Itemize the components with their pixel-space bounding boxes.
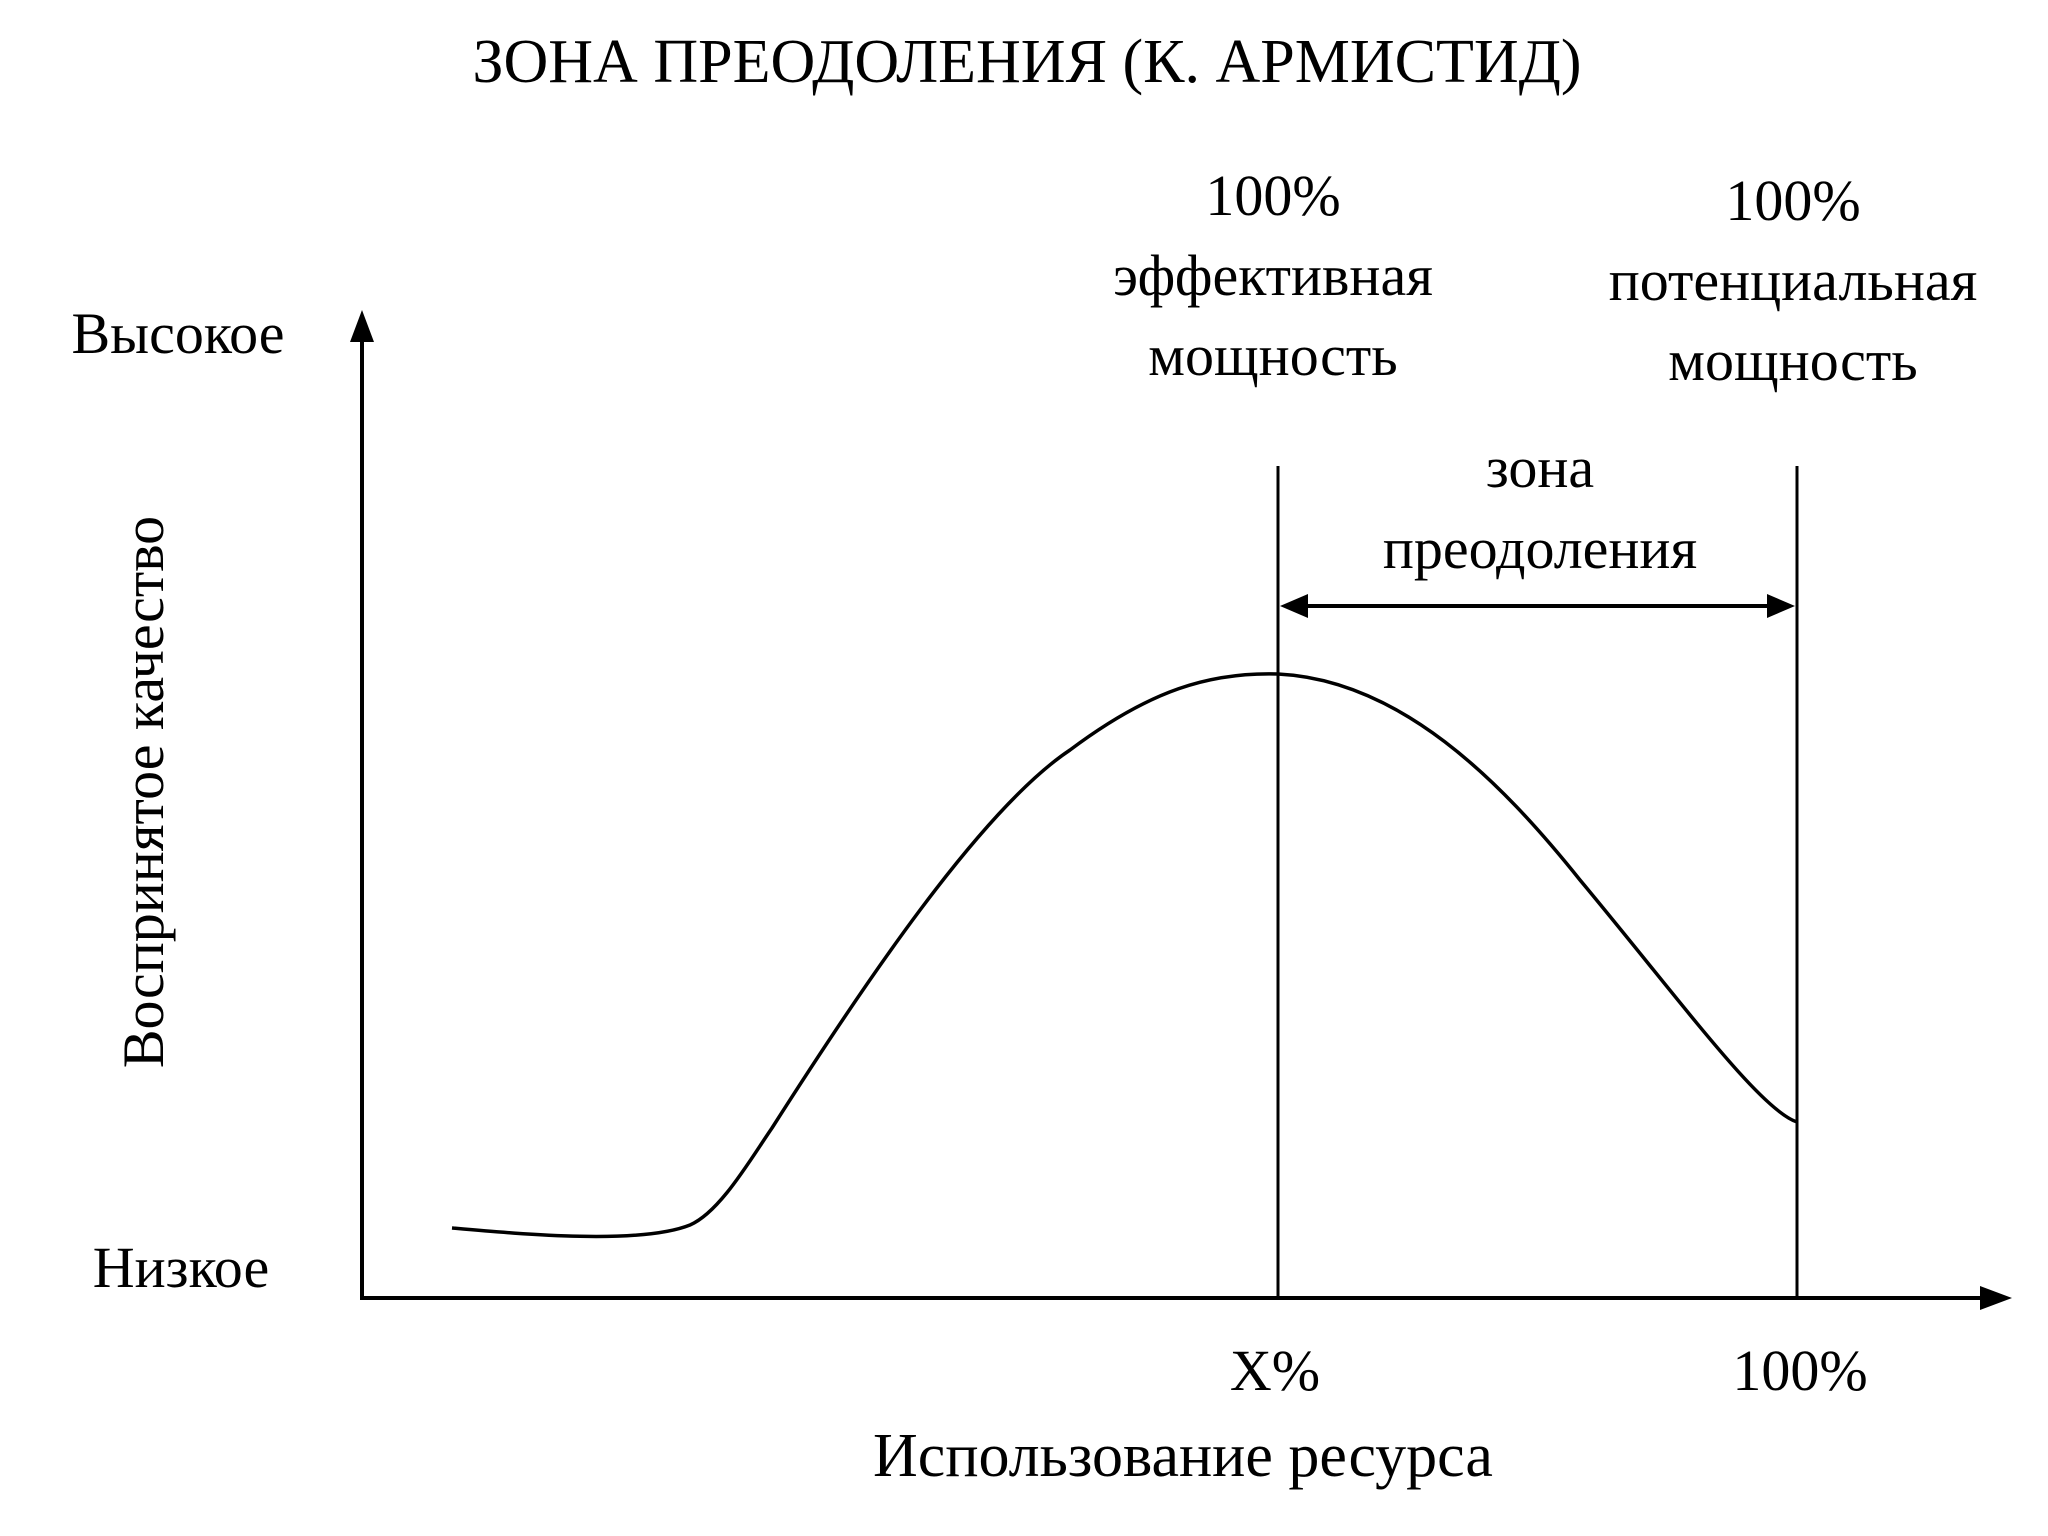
potential-capacity-label-line-1: 100% — [1725, 168, 1860, 233]
effective-capacity-label-line-3: мощность — [1148, 323, 1397, 388]
diagram-title: ЗОНА ПРЕОДОЛЕНИЯ (К. АРМИСТИД) — [472, 28, 1581, 96]
y-axis-arrowhead — [350, 310, 374, 342]
zone-arrowhead-right — [1767, 594, 1795, 618]
potential-capacity-label-line-2: потенциальная — [1609, 248, 1978, 313]
y-axis-high-label: Высокое — [71, 301, 284, 366]
effective-capacity-label-line-1: 100% — [1205, 163, 1340, 228]
zone-label-line-2: преодоления — [1383, 516, 1697, 581]
effective-capacity-label-line-2: эффективная — [1113, 243, 1433, 308]
x-axis-title: Использование ресурса — [873, 1422, 1493, 1490]
zone-arrowhead-left — [1280, 594, 1308, 618]
x-tick-label-x-percent: X% — [1230, 1338, 1320, 1403]
potential-capacity-label-line-3: мощность — [1668, 328, 1917, 393]
x-axis-arrowhead — [1980, 1286, 2012, 1310]
perceived-quality-curve — [451, 672, 1798, 1239]
zone-label-line-1: зона — [1486, 435, 1594, 500]
y-axis-low-label: Низкое — [93, 1235, 270, 1300]
y-axis-title: Воспринятое качество — [111, 516, 176, 1068]
x-tick-label-100-percent: 100% — [1732, 1338, 1867, 1403]
